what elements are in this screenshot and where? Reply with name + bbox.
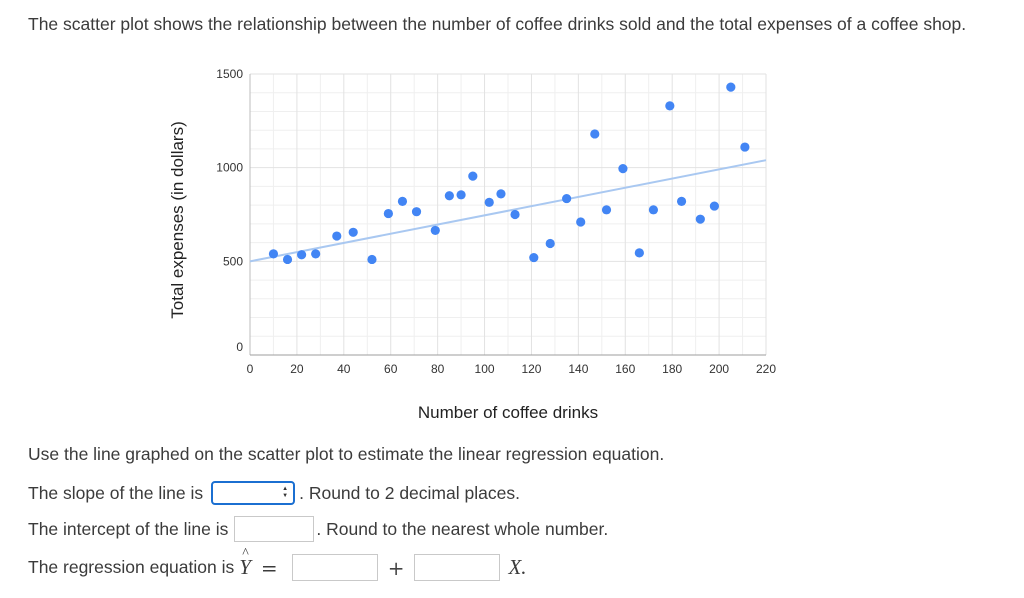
equation-label: The regression equation is [28,557,235,577]
y-tick-label: 1500 [216,67,243,81]
x-tick-label: 180 [662,362,682,376]
data-point [545,238,555,249]
x-tick-label: 80 [431,362,445,376]
y-hat-symbol: ^ Y [239,546,251,580]
data-point [383,208,393,219]
x-axis-label: Number of coffee drinks [418,403,598,422]
data-point [740,142,750,152]
intercept-label: The intercept of the line is [28,518,229,539]
y-tick-label: 500 [223,254,243,268]
x-tick-label: 120 [521,362,541,376]
data-point [618,164,628,174]
y-axis-label: Total expenses (in dollars) [168,121,187,318]
equals-sign: = [260,555,278,580]
slope-label: The slope of the line is [28,482,204,503]
data-point [348,227,358,237]
plus-sign: + [387,555,405,580]
data-point [562,193,572,204]
data-point [665,101,675,111]
data-point [282,254,293,265]
y-tick-label: 0 [236,340,243,354]
data-point [456,190,466,200]
data-point [510,209,520,220]
instruction-text: Use the line graphed on the scatter plot… [28,444,665,464]
data-point [709,201,720,211]
data-point [634,248,644,258]
x-tick-label: 200 [709,362,729,376]
x-tick-label: 60 [384,362,398,376]
data-point [484,197,494,207]
data-point [430,225,440,236]
scatter-plot: 0 20 40 60 80 100 120 140 160 180 200 220 0 500 1000 1… [168,67,776,422]
data-point [397,196,408,206]
equation-period: . [521,555,527,579]
trendline [249,159,767,263]
data-point [411,207,422,217]
x-tick-label: 0 [247,362,254,376]
x-tick-label: 20 [290,362,304,376]
hat-icon: ^ [242,546,249,561]
y-tick-label: 1000 [216,161,243,175]
data-point [496,189,506,199]
x-tick-label: 100 [475,362,495,376]
data-point [367,254,377,265]
x-tick-label: 160 [615,362,635,376]
data-point [332,231,342,241]
x-tick-label: 220 [756,362,776,376]
data-point [268,249,279,259]
intercept-suffix: . Round to the nearest whole number. [316,518,609,539]
y-hat-letter: Y [239,555,251,579]
equation-intercept-input[interactable] [291,554,378,581]
slope-suffix: . Round to 2 decimal places. [299,482,520,503]
data-point [576,217,586,227]
x-tick-label: 140 [568,362,588,376]
x-tick-label: 40 [337,362,351,376]
equation-slope-input[interactable] [414,554,501,581]
slope-row: The slope of the line is ▲ ▼ . Round to 2… [28,481,520,505]
data-point [311,249,321,259]
slope-input[interactable]: ▲ ▼ [211,481,296,505]
data-point [601,205,612,215]
data-point [297,250,307,260]
x-variable: X [508,555,522,579]
data-point [726,82,736,92]
data-point [695,214,705,224]
intercept-row: The intercept of the line is . Round to … [28,516,608,542]
data-point [529,252,539,263]
data-point [590,129,600,139]
data-point [648,205,659,215]
question-intro: The scatter plot shows the relationship … [28,14,967,34]
spinner-arrows-icon[interactable]: ▲ ▼ [282,486,289,499]
equation-row: The regression equation is ^ Y = + X. [28,546,527,581]
intercept-input[interactable] [234,516,315,542]
data-point [676,196,687,206]
data-point [468,171,478,181]
data-point [444,191,454,201]
